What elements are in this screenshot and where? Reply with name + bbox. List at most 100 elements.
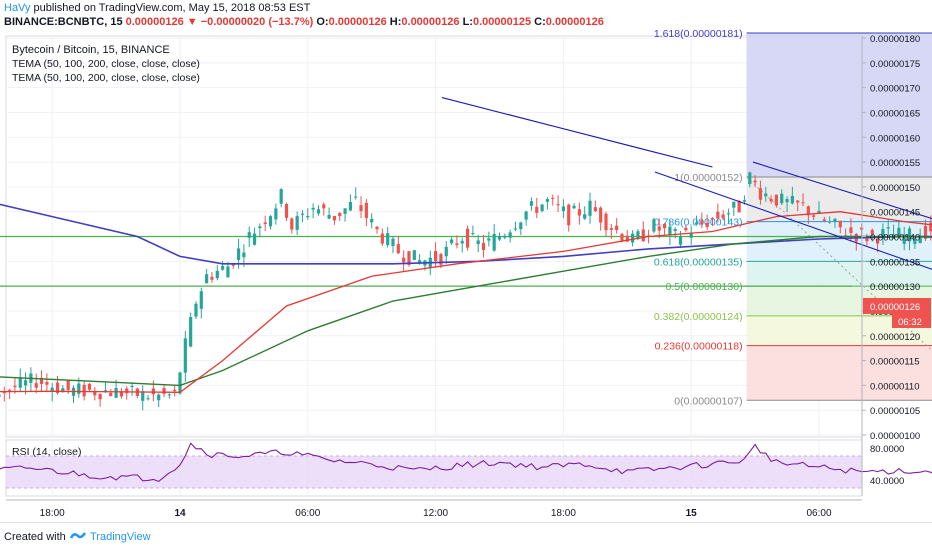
candle-body	[923, 226, 928, 239]
tradingview-logo-icon	[70, 532, 86, 539]
candle-body	[753, 180, 757, 183]
candle-body	[849, 227, 853, 233]
candle-body	[375, 226, 379, 230]
axes: 0.00000180 0.00000175 0.00000170 0.00000165…	[6, 34, 931, 519]
tema-mid-line	[0, 235, 932, 387]
last-price-label: 0.00000126	[870, 302, 920, 313]
fib-level-label: 0.5(0.00000130)	[666, 281, 743, 293]
candle-body	[806, 206, 810, 216]
candle-body	[716, 211, 720, 219]
candle-body	[785, 199, 789, 203]
rsi-pane	[0, 442, 932, 489]
open-value: 0.00000126	[328, 16, 387, 28]
y-tick-label: 0.00000115	[870, 357, 920, 368]
fib-level-label: 0.786(0.00000143)	[654, 217, 743, 229]
candle-body	[838, 220, 842, 228]
tema-fast-line	[0, 211, 932, 393]
candle-body	[631, 233, 635, 243]
candle-body	[492, 233, 496, 251]
candle-body	[732, 201, 736, 208]
candle-body	[130, 386, 134, 388]
countdown-tag	[892, 313, 931, 328]
tradingview-brand-link[interactable]: TradingView	[90, 531, 151, 543]
candle-body	[215, 270, 219, 279]
y-tick-label: 0.00000135	[870, 257, 920, 268]
candle-body	[652, 219, 656, 232]
candle-body	[604, 213, 608, 231]
candle-body	[173, 389, 177, 392]
candle-body	[109, 392, 113, 397]
price-chart-svg[interactable]: 1.618(0.00000181) 1(0.00000152) 0.786(0.00…	[0, 0, 932, 522]
candle-body	[593, 207, 597, 212]
candle-body	[279, 189, 283, 204]
candle-body	[162, 388, 166, 394]
candle-body	[487, 238, 491, 241]
candle-body	[311, 207, 315, 210]
close-value: 0.00000126	[545, 16, 604, 28]
candle-body	[34, 383, 38, 388]
candle-body	[402, 257, 406, 263]
candle-body	[444, 246, 448, 257]
candle-body	[359, 205, 363, 212]
y-tick-label: 0.00000150	[870, 183, 920, 194]
x-tick-label: 12:00	[423, 508, 448, 519]
fibonacci-retracement: 1.618(0.00000181) 1(0.00000152) 0.786(0.00…	[654, 28, 932, 407]
candle-body	[157, 394, 161, 401]
y-tick-label: 0.00000160	[870, 133, 920, 144]
candle-body	[55, 382, 60, 394]
candle-body	[268, 216, 273, 227]
y-tick-label: 0.00000145	[870, 208, 920, 219]
candle-body	[114, 387, 118, 398]
candle-body	[66, 380, 70, 391]
candle-body	[407, 251, 411, 265]
candle-body	[327, 214, 331, 219]
candle-body	[481, 242, 486, 250]
y-tick-label: 0.00000120	[870, 332, 920, 343]
candle-body	[252, 233, 257, 245]
candle-body	[742, 200, 747, 202]
candle-body	[918, 235, 922, 244]
publish-text: published on TradingView.com, May 15, 20…	[30, 2, 311, 14]
candle-body	[497, 236, 502, 240]
candle-body	[199, 291, 203, 309]
candle-body	[769, 198, 773, 202]
candle-body	[609, 228, 613, 230]
y-tick-label: 0.00000170	[870, 84, 920, 95]
candle-body	[284, 204, 289, 218]
channel-line	[654, 171, 932, 270]
candle-body	[167, 394, 171, 396]
candle-body	[119, 391, 124, 397]
candle-body	[471, 233, 475, 235]
symbol-label[interactable]: BINANCE:BCNBTC, 15	[4, 16, 123, 28]
candle-body	[588, 200, 592, 216]
candle-body	[583, 214, 587, 219]
candle-body	[519, 222, 523, 230]
candle-body	[476, 240, 480, 245]
candle-body	[545, 199, 550, 202]
candle-body	[77, 383, 81, 394]
author-link[interactable]: HaVy	[4, 2, 31, 14]
candle-body	[455, 243, 459, 246]
candle-body	[875, 238, 880, 244]
candle-body	[902, 234, 906, 244]
candle-body	[774, 194, 778, 206]
candle-body	[657, 226, 661, 231]
candle-body	[508, 232, 512, 238]
candle-body	[380, 233, 384, 244]
candle-body	[529, 201, 534, 206]
fib-level-label: 1(0.00000152)	[674, 172, 742, 184]
candle-body	[18, 377, 22, 388]
candle-body	[348, 201, 352, 211]
high-value: 0.00000126	[401, 16, 460, 28]
candle-body	[822, 219, 826, 221]
candle-body	[913, 239, 917, 244]
candle-body	[391, 238, 395, 246]
candle-body	[322, 204, 326, 209]
candle-body	[673, 229, 677, 231]
rsi-label: RSI (14, close)	[12, 446, 81, 458]
candle-body	[146, 398, 150, 400]
candle-body	[833, 218, 837, 222]
footer: Created with TradingView	[0, 522, 932, 551]
candle-body	[567, 204, 571, 226]
candle-body	[82, 384, 86, 397]
